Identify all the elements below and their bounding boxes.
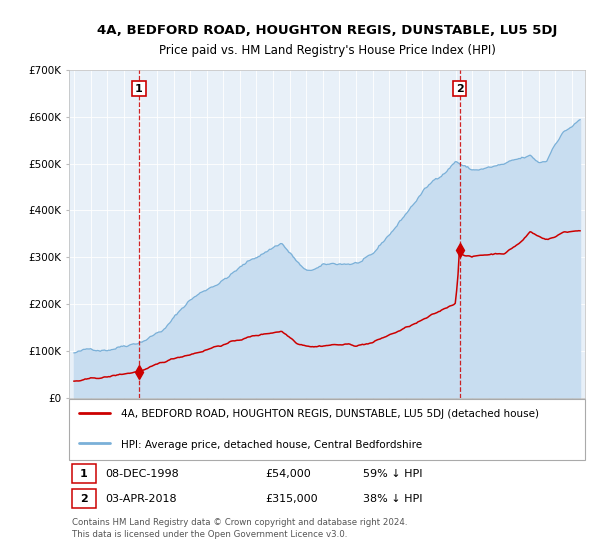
Text: 2: 2: [456, 83, 464, 94]
FancyBboxPatch shape: [71, 489, 97, 508]
Text: Price paid vs. HM Land Registry's House Price Index (HPI): Price paid vs. HM Land Registry's House …: [158, 44, 496, 57]
FancyBboxPatch shape: [71, 464, 97, 483]
Text: 03-APR-2018: 03-APR-2018: [105, 494, 177, 504]
Text: 59% ↓ HPI: 59% ↓ HPI: [363, 469, 422, 479]
Text: 4A, BEDFORD ROAD, HOUGHTON REGIS, DUNSTABLE, LU5 5DJ: 4A, BEDFORD ROAD, HOUGHTON REGIS, DUNSTA…: [97, 24, 557, 38]
Text: 1: 1: [135, 83, 143, 94]
Text: 08-DEC-1998: 08-DEC-1998: [105, 469, 179, 479]
Text: 2: 2: [80, 494, 88, 504]
Text: £315,000: £315,000: [265, 494, 318, 504]
Text: 1: 1: [80, 469, 88, 479]
Text: 38% ↓ HPI: 38% ↓ HPI: [363, 494, 422, 504]
Text: Contains HM Land Registry data © Crown copyright and database right 2024.
This d: Contains HM Land Registry data © Crown c…: [71, 517, 407, 539]
Text: HPI: Average price, detached house, Central Bedfordshire: HPI: Average price, detached house, Cent…: [121, 440, 422, 450]
FancyBboxPatch shape: [69, 399, 585, 460]
Text: £54,000: £54,000: [265, 469, 311, 479]
Text: 4A, BEDFORD ROAD, HOUGHTON REGIS, DUNSTABLE, LU5 5DJ (detached house): 4A, BEDFORD ROAD, HOUGHTON REGIS, DUNSTA…: [121, 409, 539, 419]
